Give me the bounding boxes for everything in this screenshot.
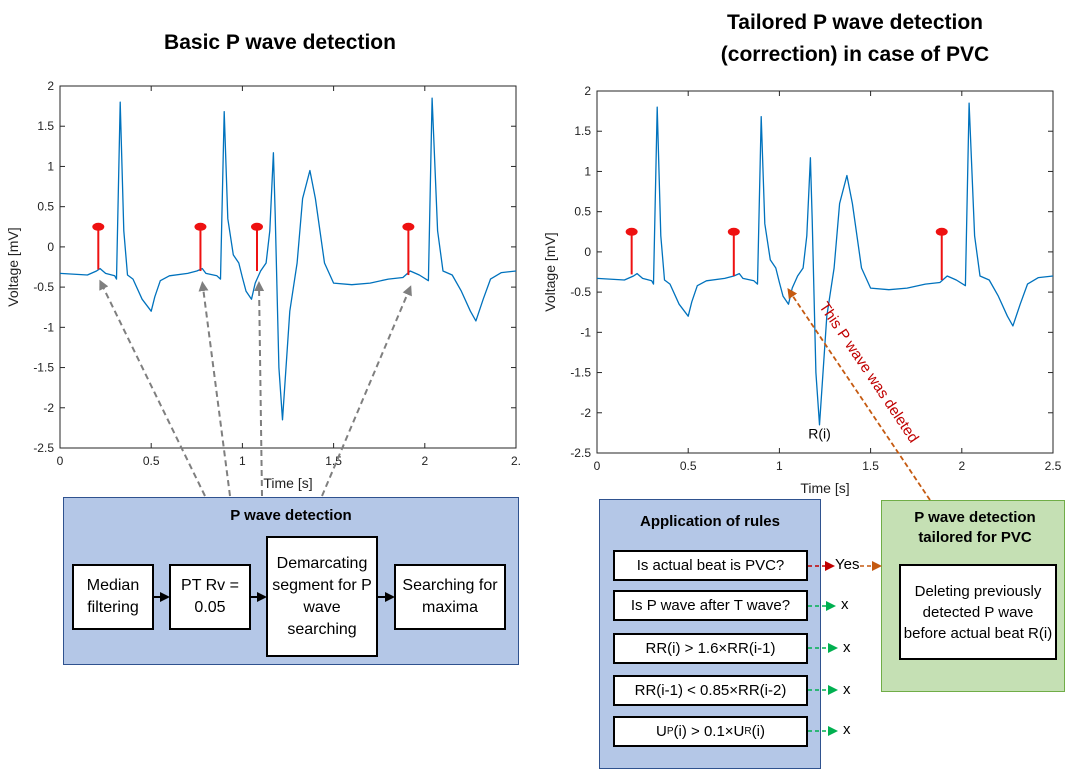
- rule-pvc: Is actual beat is PVC?: [613, 550, 808, 581]
- right-title-line2: (correction) in case of PVC: [720, 43, 990, 66]
- p-wave-detection-title: P wave detection: [230, 507, 352, 524]
- chart1-ytick-label: -2.5: [33, 441, 54, 455]
- chart1-p-marker-head: [194, 222, 207, 231]
- chart2-ytick-label: -2.5: [570, 446, 591, 460]
- detection-arrow: [321, 285, 412, 497]
- chart2-xtick-label: 1.5: [862, 459, 879, 473]
- chart1-ecg-series: [59, 97, 517, 421]
- chart2-ytick-label: -1: [580, 325, 591, 339]
- rule-rr-ratio-1: RR(i) > 1.6×RR(i-1): [613, 633, 808, 664]
- rules-title: Application of rules: [639, 513, 780, 530]
- chart1-ytick-label: 0: [47, 240, 54, 254]
- chart2-ytick-label: 1: [584, 164, 591, 178]
- tailored-action-box: Deleting previously detected P wave befo…: [899, 564, 1057, 660]
- chart2-ytick-label: -2: [580, 406, 591, 420]
- chart1-plot-area: [59, 85, 517, 449]
- rule-result-x-3: x: [843, 681, 851, 698]
- step-demarcating-segment: Demarcating segment for P wave searching: [266, 536, 378, 657]
- chart1-xtick-label: 2: [421, 454, 428, 468]
- chart2-ylabel: Voltage [mV]: [542, 232, 558, 311]
- chart1-xtick-label: 2.: [511, 454, 521, 468]
- detection-arrow: [254, 281, 265, 497]
- chart2-ytick-label: -1.5: [570, 366, 591, 380]
- chart2-p-marker-head: [727, 227, 740, 236]
- chart2-p-marker-head: [935, 227, 948, 236]
- chart2-ytick-label: -0.5: [570, 285, 591, 299]
- chart2-xtick-label: 2: [958, 459, 965, 473]
- chart1-ytick-label: -1: [43, 320, 54, 334]
- step-pt: PT Rv = 0.05: [169, 564, 251, 630]
- chart2-ytick-label: 0.5: [574, 205, 591, 219]
- chart2-xtick-label: 0.5: [680, 459, 697, 473]
- chart1-ytick-label: 1.5: [37, 119, 54, 133]
- rule-result-yes: Yes: [835, 556, 860, 573]
- chart1-p-marker-head: [402, 222, 415, 231]
- chart1-p-marker-head: [250, 222, 263, 231]
- rule-p-after-t: Is P wave after T wave?: [613, 590, 808, 621]
- step-median-filtering: Median filtering: [72, 564, 154, 630]
- chart2-ytick-label: 0: [584, 245, 591, 259]
- step-searching-maxima: Searching for maxima: [394, 564, 506, 630]
- r-i-annotation: R(i): [808, 426, 831, 442]
- detection-arrow: [198, 281, 231, 497]
- chart2-ytick-label: 2: [584, 84, 591, 98]
- chart1-xtick-label: 0: [57, 454, 64, 468]
- chart2-xtick-label: 0: [594, 459, 601, 473]
- chart2-p-marker-head: [625, 227, 638, 236]
- rule-rr-ratio-2: RR(i-1) < 0.85×RR(i-2): [613, 675, 808, 706]
- chart1-ylabel: Voltage [mV]: [5, 227, 21, 306]
- chart1-ytick-label: -2: [43, 401, 54, 415]
- chart1-xtick-label: 1: [239, 454, 246, 468]
- tailored-title: P wave detection tailored for PVC: [914, 509, 1036, 546]
- chart1-ytick-label: 1: [47, 159, 54, 173]
- right-title-line1: Tailored P wave detection: [727, 11, 983, 34]
- chart1-ytick-label: -1.5: [33, 361, 54, 375]
- chart1-xlabel: Time [s]: [263, 475, 312, 491]
- rule-result-x-1: x: [841, 596, 849, 613]
- chart2-xtick-label: 2.5: [1045, 459, 1062, 473]
- chart2-ytick-label: 1.5: [574, 124, 591, 138]
- chart2-xtick-label: 1: [776, 459, 783, 473]
- chart2-xlabel: Time [s]: [800, 480, 849, 496]
- chart1-p-marker-head: [92, 222, 105, 231]
- rule-amplitude: U P (i) > 0.1×U R (i): [613, 716, 808, 747]
- rule-result-x-4: x: [843, 721, 851, 738]
- left-title: Basic P wave detection: [164, 31, 396, 54]
- chart2-ecg-series: [596, 102, 1054, 426]
- chart2-plot-area: [596, 90, 1054, 454]
- rule-result-x-2: x: [843, 639, 851, 656]
- chart1-ytick-label: 2: [47, 79, 54, 93]
- deleted-arrow: [787, 288, 931, 501]
- chart1-ytick-label: -0.5: [33, 280, 54, 294]
- chart1-xtick-label: 0.5: [143, 454, 160, 468]
- chart1-ytick-label: 0.5: [37, 200, 54, 214]
